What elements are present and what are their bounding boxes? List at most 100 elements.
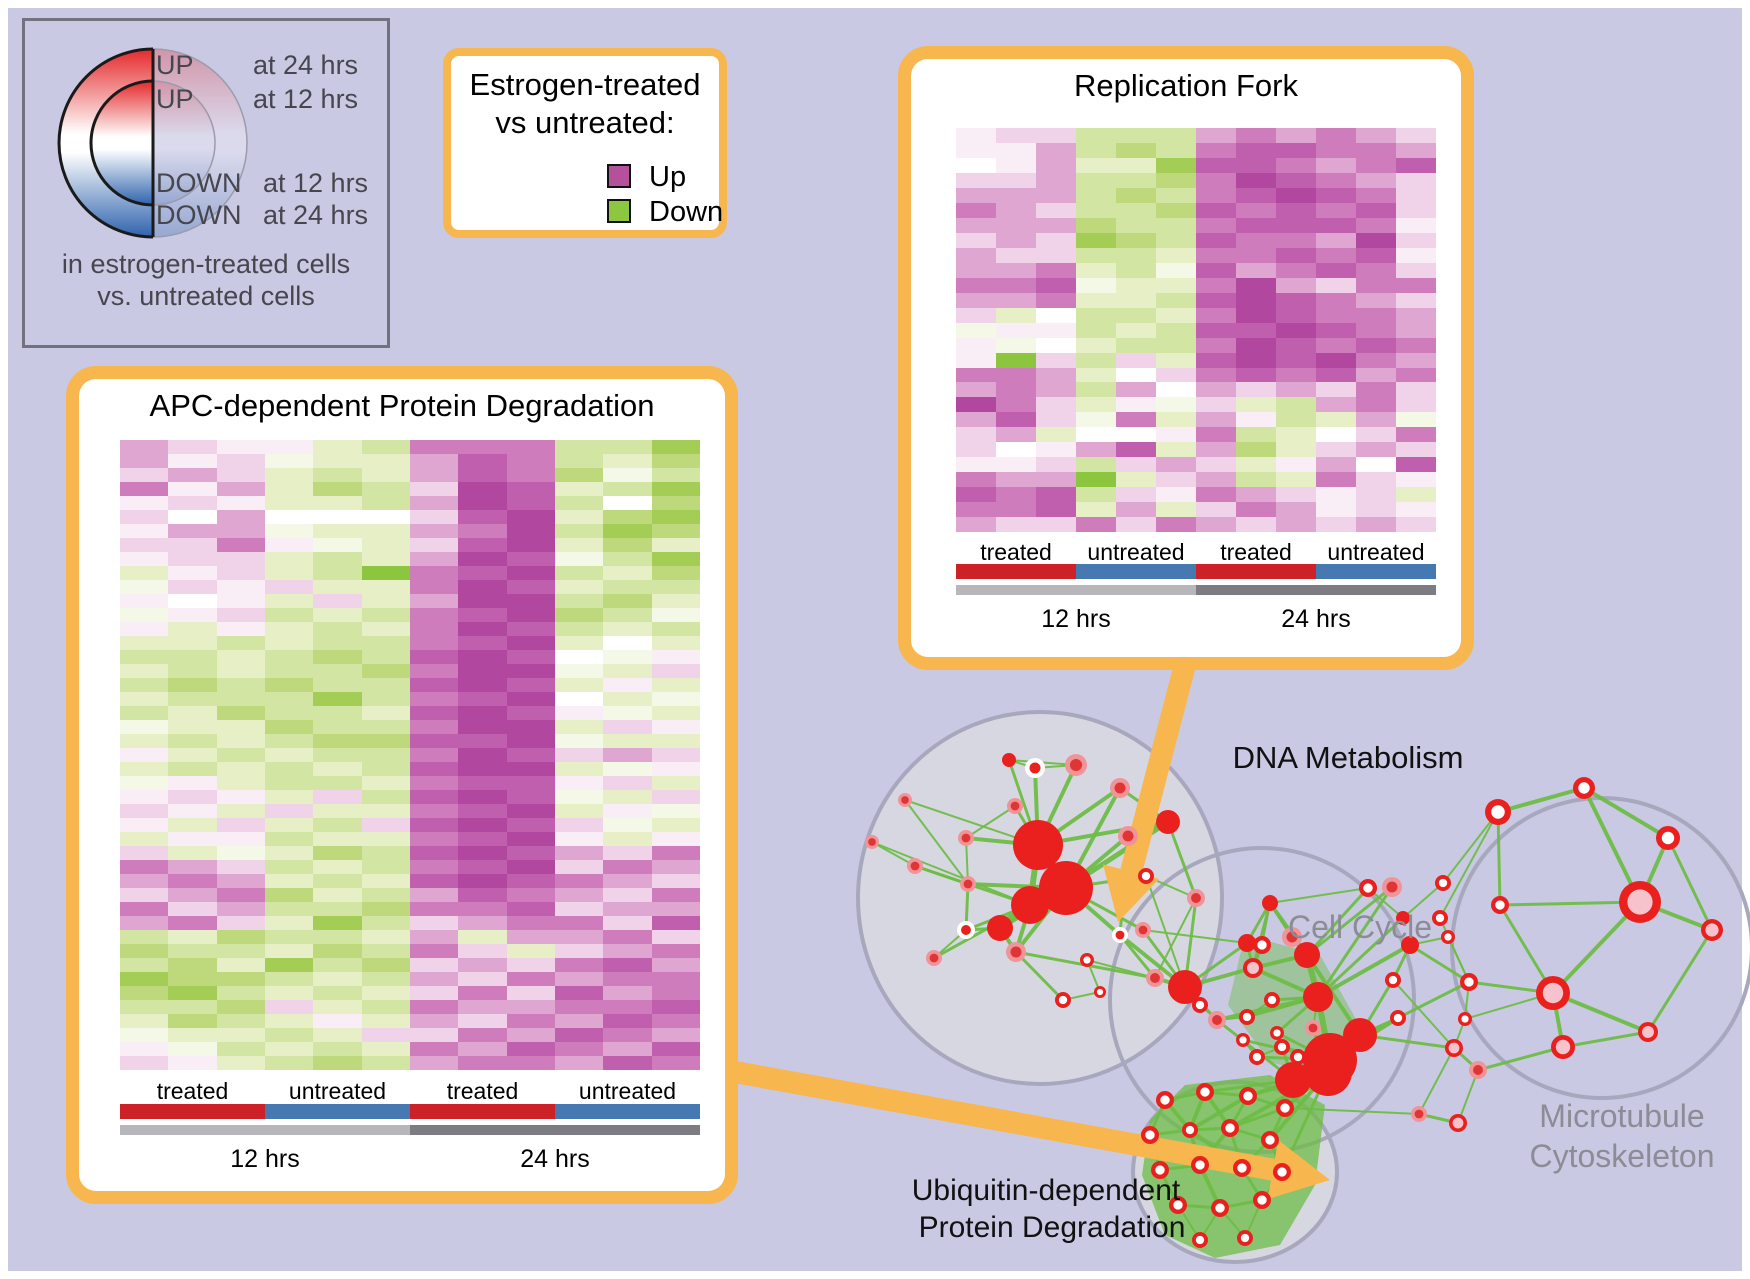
heatmap-cell <box>1036 382 1076 398</box>
heatmap-cell <box>409 790 459 804</box>
heatmap-cell <box>168 510 217 524</box>
heatmap-row <box>120 650 700 664</box>
heatmap-cell <box>554 902 604 916</box>
heatmap-cell <box>1116 337 1156 353</box>
heatmap-cell <box>409 958 459 972</box>
heatmap-cell <box>120 538 169 552</box>
heatmap-cell <box>1396 517 1436 533</box>
heatmap-cell <box>956 442 996 458</box>
heatmap-cell <box>1036 307 1076 323</box>
heatmap-row <box>120 622 700 636</box>
heatmap-cell <box>554 566 604 580</box>
network-node-core <box>1058 995 1068 1005</box>
heatmap-cell <box>1196 202 1236 218</box>
network-node-core <box>1240 1233 1250 1243</box>
heatmap-row <box>120 720 700 734</box>
network-edge <box>965 805 1016 839</box>
heatmap-cell <box>1236 337 1276 353</box>
network-node-core <box>1393 1013 1403 1023</box>
heatmap-cell <box>264 930 314 944</box>
heatmap-cell <box>216 874 265 888</box>
bar-12hrs <box>956 585 1196 595</box>
heatmap-cell <box>1076 337 1116 353</box>
heatmap-cell <box>168 482 217 496</box>
heatmap-cell <box>120 804 169 818</box>
heatmap-cell <box>168 636 217 650</box>
heatmap-cell <box>651 692 700 706</box>
heatmap-cell <box>264 944 314 958</box>
heatmap-cell <box>216 972 265 986</box>
heatmap-cell <box>554 468 604 482</box>
heatmap-cell <box>1076 502 1116 518</box>
heatmap-row <box>956 442 1436 458</box>
heatmap-cell <box>554 944 604 958</box>
heatmap-cell <box>264 706 314 720</box>
heatmap-cell <box>651 706 700 720</box>
heatmap-cell <box>361 888 410 902</box>
network-node-core <box>1293 1052 1303 1062</box>
heatmap-cell <box>216 1014 265 1028</box>
network-node-core <box>1195 1160 1205 1170</box>
heatmap-cell <box>168 580 217 594</box>
heatmap-cell <box>1116 142 1156 158</box>
heatmap-cell <box>1036 202 1076 218</box>
heatmap-cell <box>264 664 314 678</box>
heatmap-cell <box>409 818 459 832</box>
heatmap-cell <box>216 706 265 720</box>
heatmap-cell <box>506 860 555 874</box>
heatmap-row <box>956 427 1436 443</box>
network-node-core <box>1010 946 1022 958</box>
heatmap-cell <box>168 706 217 720</box>
heatmap-cell <box>264 874 314 888</box>
heatmap-row <box>956 352 1436 368</box>
time-label: 12 hrs <box>230 1145 300 1173</box>
heatmap-cell <box>409 580 459 594</box>
heatmap-cell <box>361 748 410 762</box>
heatmap-cell <box>1116 172 1156 188</box>
heatmap-cell <box>956 382 996 398</box>
heatmap-cell <box>458 860 507 874</box>
heatmap-cell <box>409 930 459 944</box>
heatmap-cell <box>1316 397 1356 413</box>
heatmap-cell <box>554 832 604 846</box>
heatmap-cell <box>1156 128 1196 143</box>
heatmap-cell <box>313 482 362 496</box>
heatmap-cell <box>1236 157 1276 173</box>
heatmap-row <box>120 860 700 874</box>
treated-bar <box>956 564 1076 579</box>
heatmap-cell <box>1316 202 1356 218</box>
heatmap-cell <box>554 552 604 566</box>
heatmap-cell <box>361 552 410 566</box>
heatmap-cell <box>1316 502 1356 518</box>
heatmap-cell <box>651 846 700 860</box>
network-node <box>1168 970 1202 1004</box>
heatmap-cell <box>361 776 410 790</box>
heatmap-cell <box>1236 442 1276 458</box>
network-edge <box>1582 786 1670 840</box>
heatmap-cell <box>1316 232 1356 248</box>
heatmap-cell <box>956 412 996 428</box>
heatmap-cell <box>1076 367 1116 383</box>
heatmap-cell <box>1396 172 1436 188</box>
heatmap-cell <box>168 1000 217 1014</box>
network-node-core <box>1448 1042 1460 1054</box>
heatmap-cell <box>168 1042 217 1056</box>
heatmap-cell <box>1156 412 1196 428</box>
heatmap-cell <box>554 1014 604 1028</box>
heatmap-cell <box>1116 412 1156 428</box>
heatmap-cell <box>506 468 555 482</box>
heatmap-cell <box>120 888 169 902</box>
heatmap-cell <box>603 468 652 482</box>
untreated-bar <box>1316 564 1436 579</box>
heatmap-cell <box>603 538 652 552</box>
heatmap-cell <box>603 566 652 580</box>
heatmap-cell <box>1156 202 1196 218</box>
heatmap-cell <box>506 580 555 594</box>
heatmap-cell <box>1276 128 1316 143</box>
network-node-core <box>910 861 920 871</box>
heatmap-cell <box>1396 412 1436 428</box>
heatmap-cell <box>1156 427 1196 443</box>
heatmap-cell <box>216 608 265 622</box>
heatmap-cell <box>1036 262 1076 278</box>
network-node-core <box>1286 931 1298 943</box>
